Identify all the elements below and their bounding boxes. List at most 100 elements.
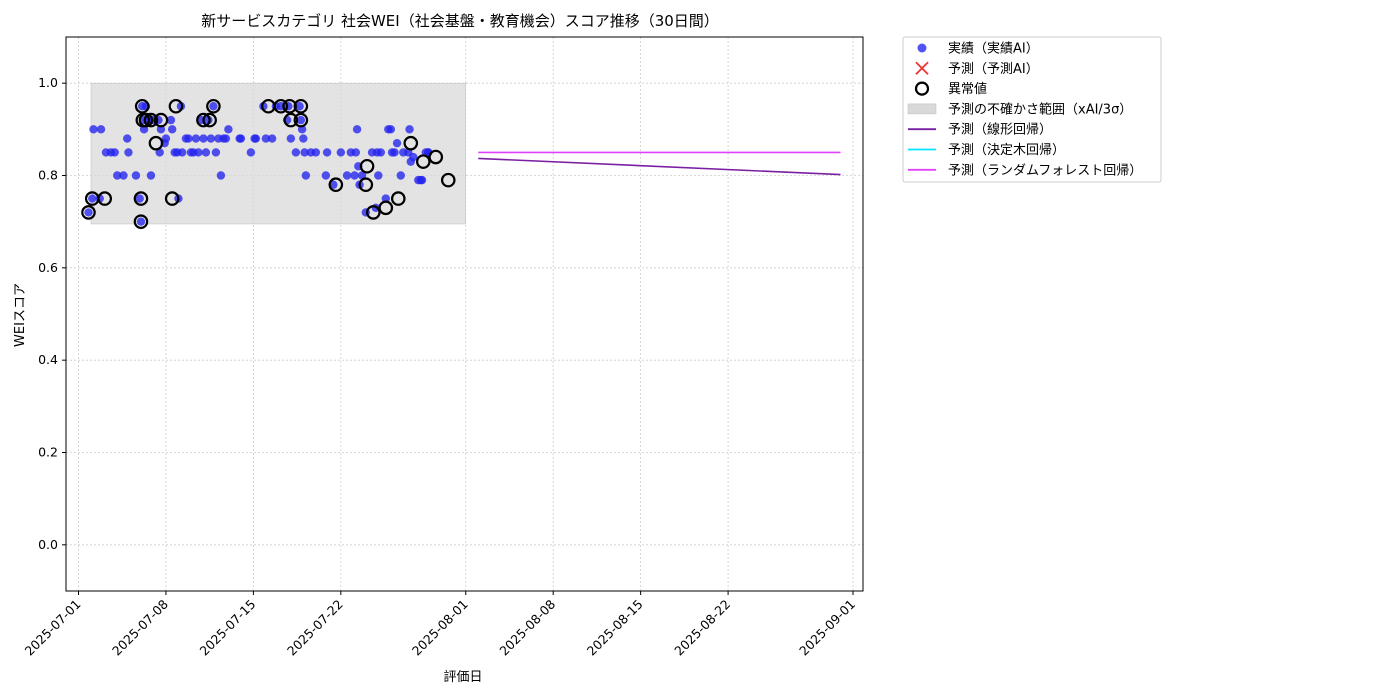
y-tick-label: 0.0	[38, 537, 58, 552]
legend-label: 予測の不確かさ範囲（xAI/3σ）	[948, 101, 1132, 117]
x-tick-label: 2025-08-22	[671, 597, 733, 659]
actual-point	[84, 208, 93, 217]
legend-label: 予測（決定木回帰）	[948, 142, 1065, 158]
actual-point	[221, 134, 231, 143]
anomaly-ring	[358, 177, 374, 193]
anomaly-ring	[366, 205, 381, 220]
anomaly-ring	[138, 112, 154, 128]
actual-point	[201, 148, 211, 157]
actual-point	[236, 134, 246, 143]
actual-point	[166, 115, 176, 125]
y-tick-label: 0.6	[38, 260, 58, 275]
actual-point	[96, 125, 106, 134]
anomaly-ring	[143, 112, 159, 128]
anomaly-ring	[164, 191, 180, 206]
actual-point	[184, 134, 193, 143]
actual-point	[409, 152, 418, 162]
actual-point	[291, 148, 301, 157]
actual-point	[390, 148, 399, 157]
x-tick-label: 2025-08-15	[584, 597, 646, 659]
anomaly-ring	[415, 154, 431, 169]
anomaly-ring	[133, 214, 149, 229]
legend-marker-band	[907, 103, 937, 115]
legend-label: 予測（予測AI）	[948, 62, 1039, 77]
actual-point	[204, 115, 213, 125]
actual-point	[329, 180, 338, 189]
actual-point	[206, 134, 216, 143]
y-tick-label: 1.0	[38, 75, 58, 90]
actual-point	[417, 175, 427, 185]
legend-box	[902, 36, 1162, 183]
actual-point	[155, 148, 164, 157]
actual-point	[396, 171, 405, 180]
legend-label: 実績（実績AI）	[948, 41, 1039, 57]
actual-point	[251, 134, 261, 143]
legend-marker-actual	[917, 43, 927, 53]
anomaly-ring	[202, 112, 217, 128]
plot-area: 2025-07-01 2025-07-08 2025-07-15 2025-07-22…	[22, 36, 864, 659]
actual-point	[88, 194, 97, 203]
anomaly-ring	[148, 135, 164, 151]
x-tick-label: 2025-08-01	[409, 597, 471, 659]
x-tick-label: 2025-07-15	[197, 597, 259, 659]
actual-point	[246, 148, 256, 157]
actual-point	[384, 125, 393, 134]
legend-label: 予測（線形回帰）	[948, 122, 1052, 138]
anomaly-ring	[196, 112, 211, 128]
actual-point	[119, 171, 128, 180]
x-tick-label: 2025-07-22	[284, 597, 346, 659]
actual-point	[194, 148, 203, 157]
anomaly-ring	[293, 112, 309, 128]
actual-point	[123, 134, 132, 143]
actual-point	[392, 138, 402, 148]
actual-point	[301, 171, 311, 180]
anomaly-ring	[378, 200, 394, 216]
anomaly-ring	[283, 112, 299, 128]
actual-point	[295, 102, 304, 111]
actual-point	[146, 171, 156, 180]
actual-point	[113, 171, 122, 180]
actual-point	[405, 125, 414, 134]
actual-point	[177, 148, 187, 157]
actual-point	[211, 148, 221, 157]
actual-point	[110, 148, 119, 157]
x-tick-label: 2025-08-08	[496, 596, 558, 658]
anomaly-ring	[273, 98, 289, 114]
actual-point	[131, 171, 141, 180]
forecast-line	[478, 157, 841, 176]
actual-point	[191, 134, 201, 143]
actual-point	[321, 171, 331, 180]
actual-point	[224, 125, 233, 134]
legend-label: 予測（ランダムフォレスト回帰）	[948, 162, 1142, 178]
actual-point	[124, 148, 133, 157]
chart-title: 新サービスカテゴリ 社会WEI（社会基盤・教育機会）スコア推移（30日間）	[201, 12, 719, 30]
legend-label: 異常値	[948, 81, 987, 97]
actual-point	[135, 194, 144, 203]
actual-point	[367, 148, 377, 157]
actual-point	[267, 134, 277, 143]
actual-point	[350, 171, 359, 180]
actual-point	[322, 148, 332, 157]
actual-point	[199, 134, 208, 143]
actual-point	[136, 217, 146, 226]
anomaly-ring	[282, 98, 297, 114]
y-tick-label: 0.8	[38, 168, 58, 183]
anomaly-ring	[428, 149, 444, 165]
anomaly-ring	[206, 98, 221, 114]
y-tick-label: 0.4	[38, 352, 58, 367]
actual-point	[286, 134, 296, 143]
actual-point	[374, 171, 383, 180]
legend-marker-anomaly	[914, 81, 930, 96]
actual-point	[216, 171, 226, 180]
anomaly-ring	[403, 135, 419, 151]
anomaly-ring	[440, 172, 456, 188]
x-tick-label: 2025-07-01	[22, 597, 84, 659]
actual-point	[351, 148, 361, 157]
anomaly-ring	[134, 98, 150, 114]
actual-point	[381, 194, 390, 203]
actual-point	[299, 134, 308, 143]
y-tick-label: 0.2	[38, 445, 58, 460]
actual-point	[342, 171, 352, 180]
actual-point	[376, 148, 386, 157]
